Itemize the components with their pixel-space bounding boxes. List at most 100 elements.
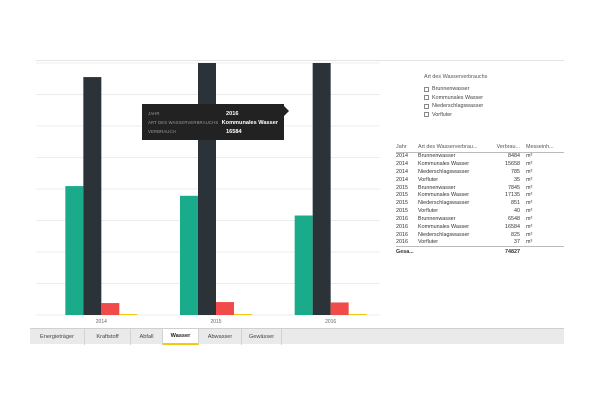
cell-consumption: 825	[511, 231, 520, 238]
cell-type: Vorfluter	[418, 208, 439, 215]
bar-2016-niederschlagswasser[interactable]	[330, 302, 349, 315]
cell-year: 2015	[396, 200, 408, 207]
checkbox[interactable]	[424, 86, 429, 92]
bar-2015-vorfluter[interactable]	[234, 314, 252, 315]
tooltip-row-year: JAHR 2016	[148, 109, 278, 118]
tab-kraftstoff[interactable]: Kraftstoff	[85, 329, 131, 345]
tooltip-label: VERBRAUCH	[148, 129, 176, 134]
cell-consumption: 37	[514, 239, 520, 246]
checkbox[interactable]	[424, 95, 429, 101]
bar-2015-niederschlagswasser[interactable]	[216, 302, 234, 315]
cell-unit: m³	[526, 160, 533, 167]
total-spacer	[418, 246, 494, 257]
bar-2014-vorfluter[interactable]	[119, 314, 138, 315]
column-header-year[interactable]: Jahr	[396, 143, 418, 153]
cell-consumption: 35	[514, 176, 520, 183]
table-body: 2014 Brunnenwasser 8484 m³ 2014 Kommunales Wa…	[396, 152, 564, 247]
x-tick-label: 2015	[210, 319, 221, 325]
slicer-item-label: Brunnenwasser	[432, 86, 470, 93]
x-tick-label: 2016	[325, 319, 336, 325]
tab-energietraeger[interactable]: Energieträger	[30, 329, 85, 345]
cell-unit: m³	[526, 223, 533, 230]
table-row: 2014 Kommunales Wasser 15658 m³	[396, 160, 564, 168]
cell-type: Niederschlagswasser	[418, 231, 470, 238]
tab-abwasser[interactable]: Abwasser	[199, 329, 242, 345]
checkbox[interactable]	[424, 112, 429, 118]
table-row: 2015 Niederschlagswasser 851 m³	[396, 199, 564, 207]
table-row: 2016 Vorfluter 37 m³	[396, 239, 564, 247]
column-header-unit[interactable]: Messeinh...	[524, 143, 564, 153]
chart-bars[interactable]	[65, 63, 367, 315]
cell-consumption: 7845	[508, 184, 520, 191]
tab-wasser[interactable]: Wasser	[163, 329, 199, 345]
cell-consumption: 15658	[505, 160, 520, 167]
table-row: 2014 Niederschlagswasser 785 m³	[396, 168, 564, 176]
tooltip-row-type: ART DES WASSERVERBRAUCHS Kommunales Wass…	[148, 118, 278, 127]
cell-year: 2014	[396, 168, 408, 175]
cell-year: 2016	[396, 216, 408, 223]
slicer-item-brunnenwasser[interactable]: Brunnenwasser	[424, 85, 564, 94]
bar-2015-kommunales-wasser[interactable]	[198, 63, 216, 315]
cell-unit: m³	[526, 208, 533, 215]
bar-2015-brunnenwasser[interactable]	[180, 195, 198, 315]
column-header-type[interactable]: Art des Wasserverbrau...	[418, 143, 494, 153]
cell-type: Brunnenwasser	[418, 184, 456, 191]
tab-gewaesser[interactable]: Gewässer	[242, 329, 282, 345]
table-row: 2016 Niederschlagswasser 825 m³	[396, 231, 564, 239]
cell-year: 2016	[396, 239, 408, 246]
water-consumption-chart[interactable]: 2014 2015 2016	[36, 60, 388, 328]
table-row: 2015 Brunnenwasser 7845 m³	[396, 184, 564, 192]
cell-unit: m³	[526, 153, 533, 160]
consumption-table: Jahr Art des Wasserverbrau... Verbrau...…	[396, 143, 564, 257]
slicer-item-niederschlagswasser[interactable]: Niederschlagswasser	[424, 102, 564, 111]
bar-2014-niederschlagswasser[interactable]	[101, 303, 120, 315]
table-row: 2015 Vorfluter 40 m³	[396, 207, 564, 215]
total-unit-spacer	[524, 246, 564, 257]
cell-type: Kommunales Wasser	[418, 192, 470, 199]
cell-type: Vorfluter	[418, 176, 439, 183]
cell-year: 2014	[396, 153, 408, 160]
table-row: 2016 Brunnenwasser 6548 m³	[396, 215, 564, 223]
checkbox[interactable]	[424, 103, 429, 109]
bar-2014-brunnenwasser[interactable]	[65, 186, 84, 315]
table-row: 2016 Kommunales Wasser 16584 m³	[396, 223, 564, 231]
cell-type: Niederschlagswasser	[418, 200, 470, 207]
tooltip-row-consumption: VERBRAUCH 16584	[148, 127, 278, 136]
cell-unit: m³	[526, 176, 533, 183]
cell-type: Niederschlagswasser	[418, 168, 470, 175]
cell-consumption: 8484	[508, 153, 520, 160]
tooltip-label: JAHR	[148, 111, 160, 116]
slicer-item-vorfluter[interactable]: Vorfluter	[424, 111, 564, 120]
cell-consumption: 17135	[505, 192, 520, 199]
cell-type: Kommunales Wasser	[418, 223, 470, 230]
cell-unit: m³	[526, 216, 533, 223]
bar-2014-kommunales-wasser[interactable]	[83, 77, 102, 315]
cell-year: 2016	[396, 231, 408, 238]
cell-unit: m³	[526, 200, 533, 207]
slicer-item-label: Niederschlagswasser	[432, 103, 484, 110]
cell-unit: m³	[526, 239, 533, 246]
slicer-item-kommunales-wasser[interactable]: Kommunales Wasser	[424, 94, 564, 103]
table-row: 2015 Kommunales Wasser 17135 m³	[396, 191, 564, 199]
cell-consumption: 16584	[505, 223, 520, 230]
table-total-row: Gesa... 74827	[396, 246, 564, 257]
column-header-consumption[interactable]: Verbrau...	[494, 143, 524, 153]
cell-year: 2015	[396, 184, 408, 191]
cell-unit: m³	[526, 168, 533, 175]
total-label: Gesa...	[396, 246, 418, 257]
cell-year: 2015	[396, 208, 408, 215]
tab-abfall[interactable]: Abfall	[131, 329, 163, 345]
total-value: 74827	[494, 246, 524, 257]
slicer-item-label: Vorfluter	[432, 111, 453, 118]
bar-2016-kommunales-wasser[interactable]	[312, 63, 331, 315]
tooltip-label: ART DES WASSERVERBRAUCHS	[148, 120, 219, 125]
x-tick-label: 2014	[96, 319, 107, 325]
table-row: 2014 Vorfluter 35 m³	[396, 176, 564, 184]
report-top-border	[36, 60, 564, 61]
cell-unit: m³	[526, 192, 533, 199]
slicer-item-label: Kommunales Wasser	[432, 94, 484, 101]
chart-tooltip: JAHR 2016 ART DES WASSERVERBRAUCHS Kommu…	[142, 104, 284, 140]
bar-2016-brunnenwasser[interactable]	[294, 215, 313, 315]
bar-2016-vorfluter[interactable]	[348, 314, 367, 315]
table-row: 2014 Brunnenwasser 8484 m³	[396, 152, 564, 160]
